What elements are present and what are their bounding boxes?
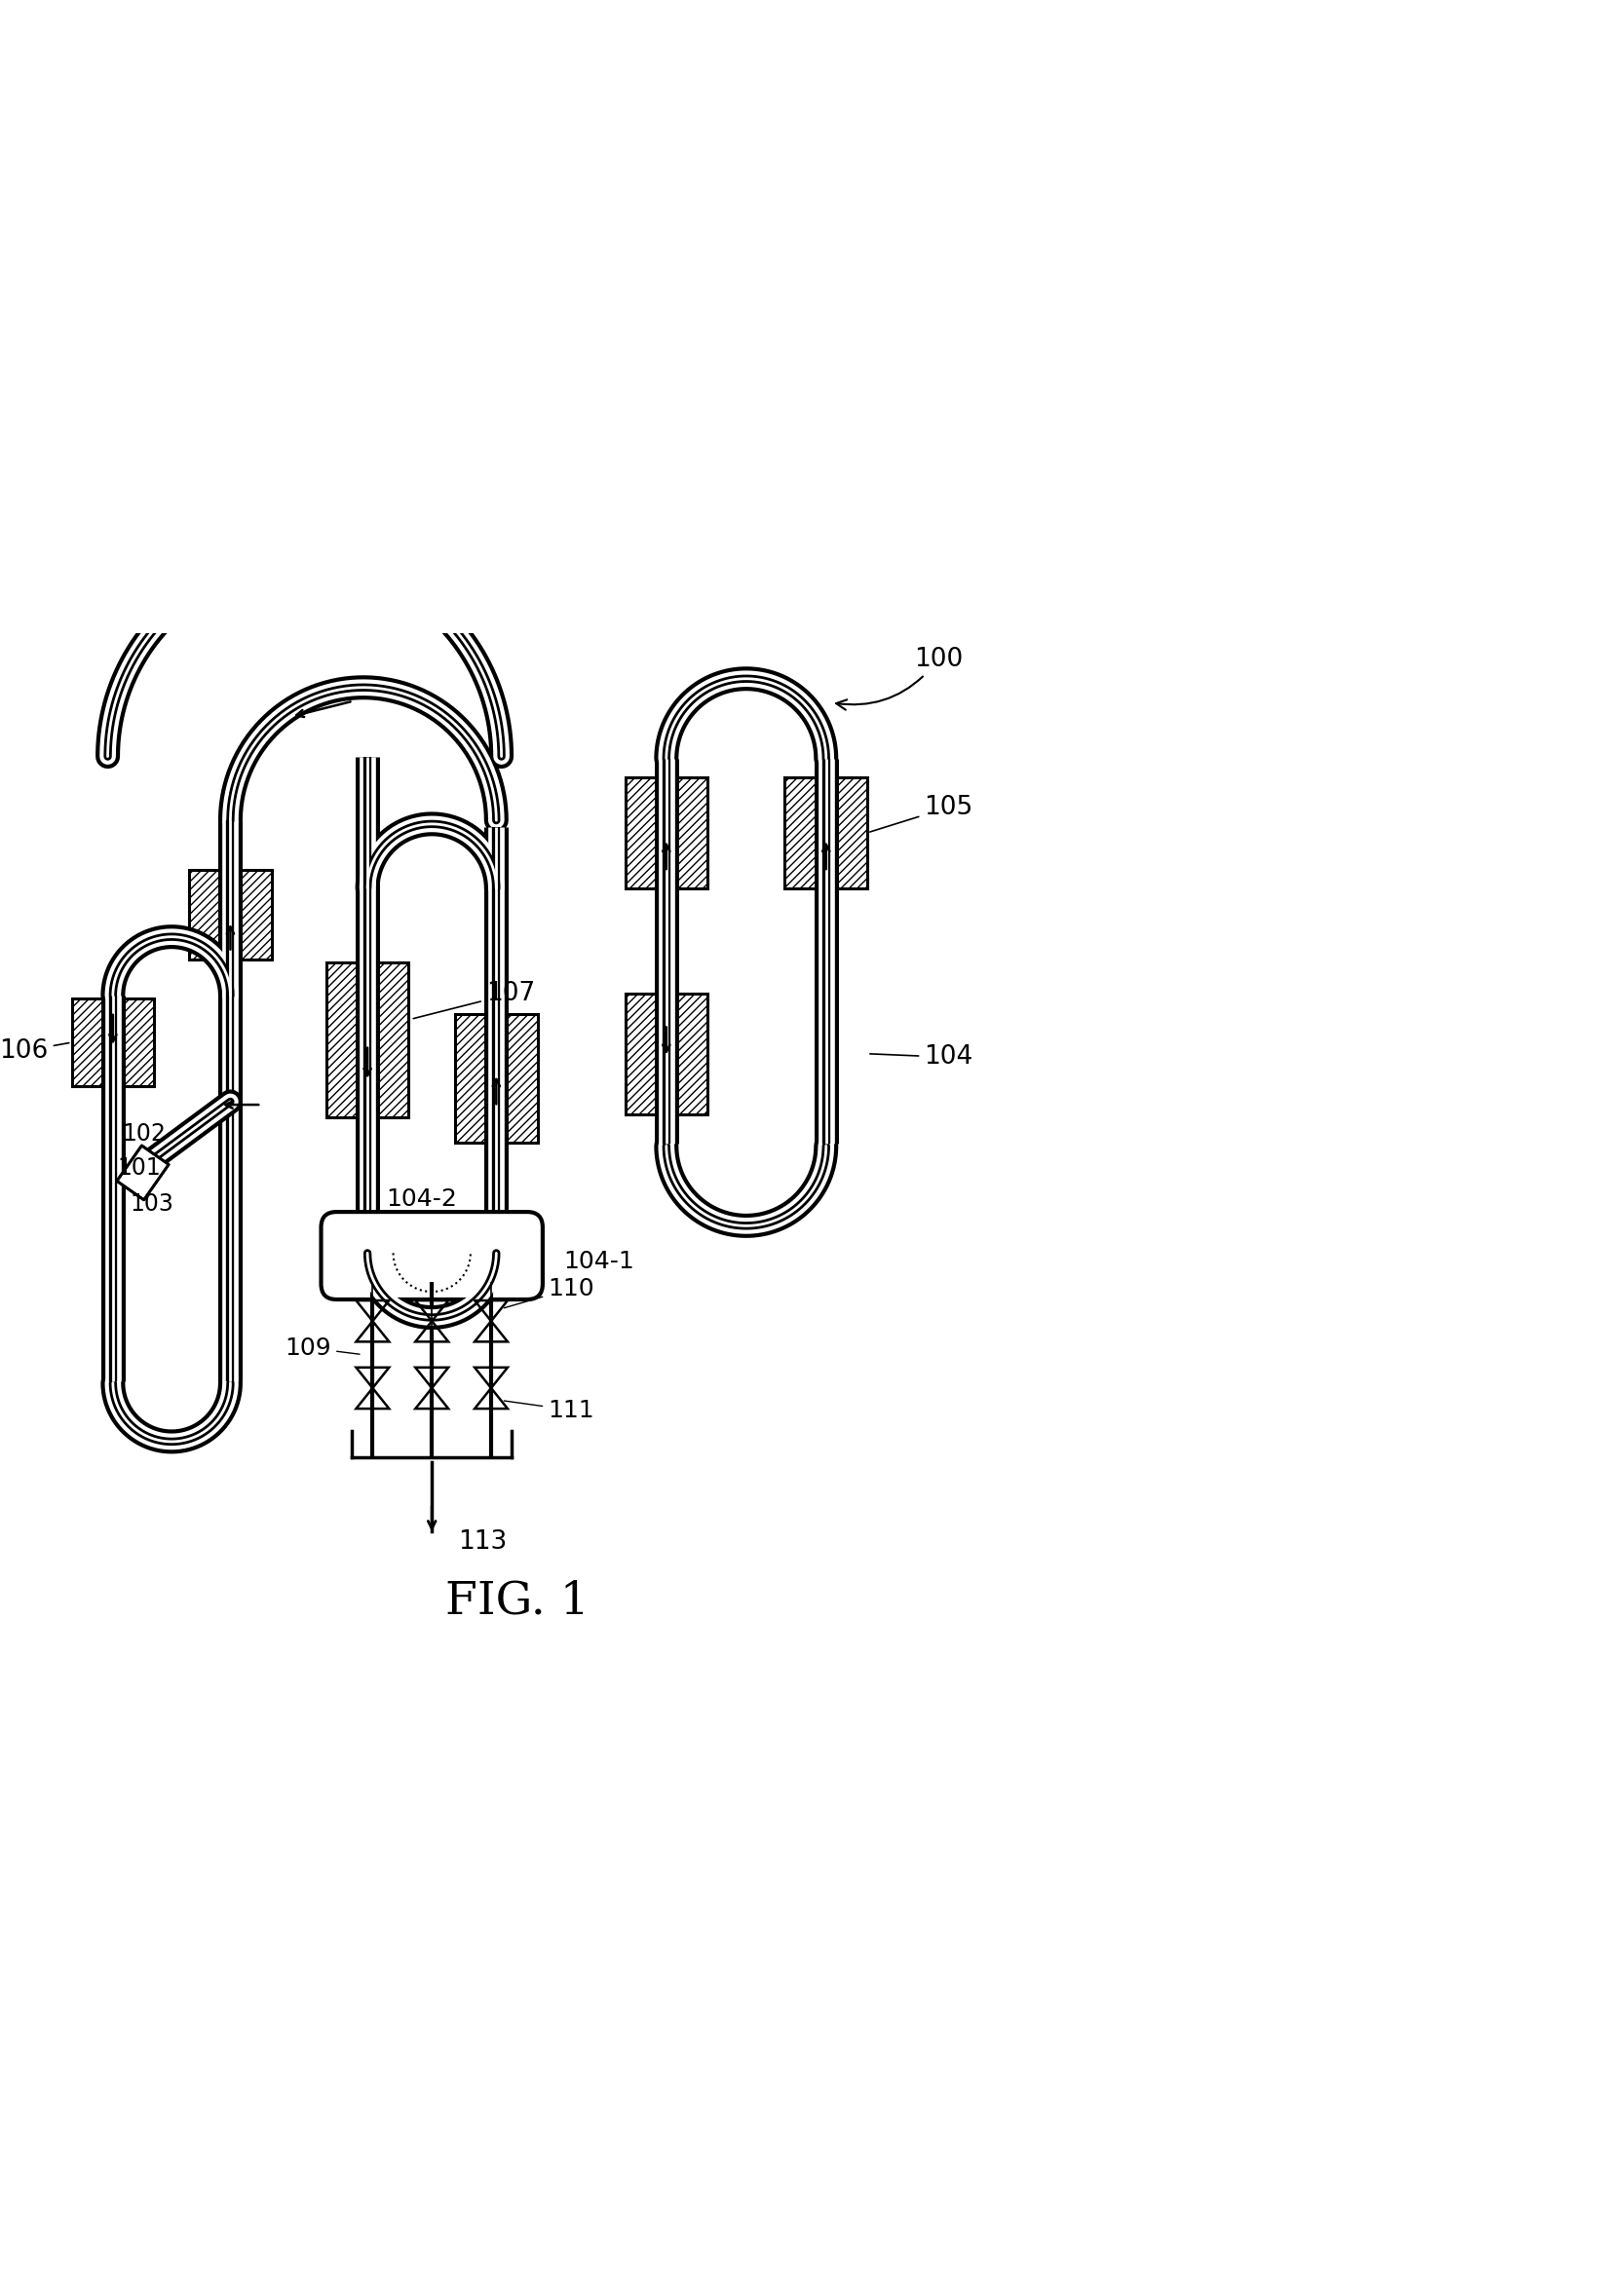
Bar xyxy=(625,776,707,889)
Bar xyxy=(625,994,707,1114)
FancyBboxPatch shape xyxy=(321,1212,542,1300)
Text: 109: 109 xyxy=(285,1336,360,1359)
Text: 107: 107 xyxy=(414,980,536,1019)
Text: 100: 100 xyxy=(836,647,963,709)
Text: 104-1: 104-1 xyxy=(563,1249,635,1272)
Text: 113: 113 xyxy=(457,1529,507,1554)
Bar xyxy=(72,999,154,1086)
Text: 111: 111 xyxy=(504,1398,595,1421)
Text: 106: 106 xyxy=(0,1038,69,1063)
Text: 101: 101 xyxy=(117,1155,160,1180)
Text: 104-2: 104-2 xyxy=(385,1187,457,1212)
Text: 102: 102 xyxy=(122,1123,166,1146)
Text: FIG. 1: FIG. 1 xyxy=(445,1580,588,1623)
Text: 104: 104 xyxy=(870,1045,972,1070)
Bar xyxy=(456,1015,537,1143)
Text: 110: 110 xyxy=(504,1277,595,1309)
Bar xyxy=(189,870,272,960)
Polygon shape xyxy=(117,1146,169,1201)
Text: 105: 105 xyxy=(870,794,972,831)
Bar xyxy=(326,962,409,1118)
Bar xyxy=(785,776,867,889)
Text: 103: 103 xyxy=(131,1192,174,1215)
